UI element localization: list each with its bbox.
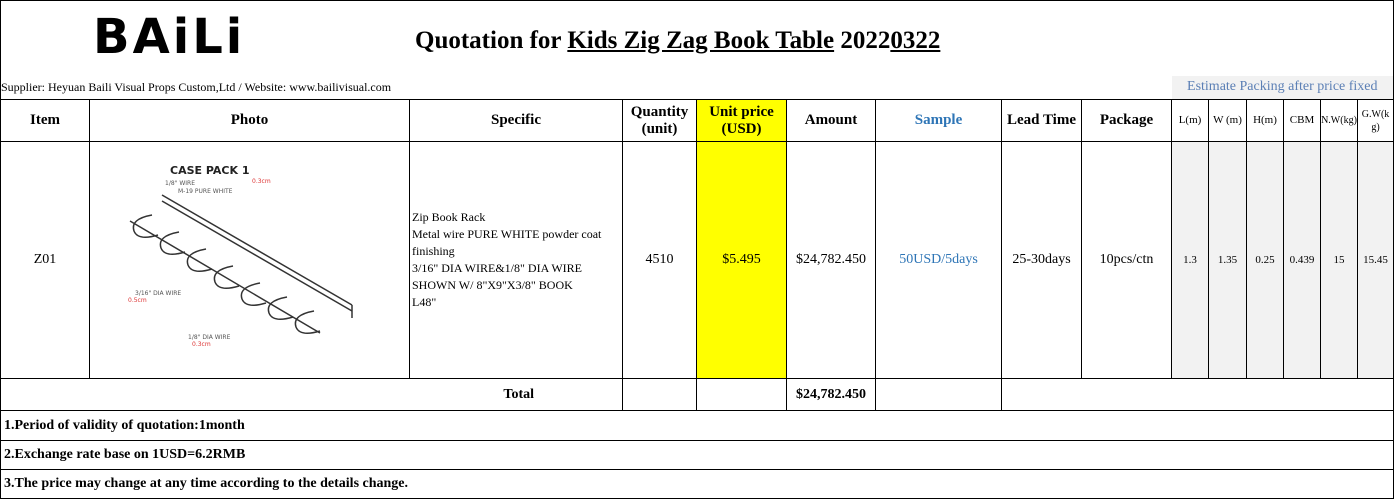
quantity: 4510 [622,141,697,379]
cbm: 0.439 [1283,141,1321,379]
unit-price: $5.495 [696,141,787,379]
photo-label: 0.3cm [252,178,271,185]
total-label: Total [0,378,623,411]
supplier: Supplier: Heyuan Baili Visual Props Cust… [0,75,1172,100]
note: 3.The price may change at any time accor… [0,469,1395,499]
lead-time: 25-30days [1001,141,1082,379]
col-header: CBM [1283,99,1321,142]
photo-label: M-19 PURE WHITE [178,188,233,195]
total-row: Total $24,782.450 [0,378,1395,411]
amount: $24,782.450 [786,141,876,379]
col-header: Package [1081,99,1172,142]
note-row: 2.Exchange rate base on 1USD=6.2RMB [0,440,1395,470]
photo-label: 3/16" DIA WIRE [135,290,181,297]
title-product: Kids Zig Zag Book Table [567,27,835,54]
spec-line: L48" [412,295,437,309]
empty-cell [622,378,697,411]
col-header: L(m) [1171,99,1209,142]
spec-line: Zip Book Rack [412,210,486,224]
title-date: 0322 [890,27,941,54]
spec-line: 3/16" DIA WIRE&1/8" DIA WIRE SHOWN W/ 8"… [412,261,583,292]
empty-cell [696,378,787,411]
col-header: Specific [409,99,623,142]
title: Quotation for Kids Zig Zag Book Table 20… [415,27,940,55]
product-photo: CASE PACK 1 1/8" WIRE 0.3cm M-19 PURE WH… [128,164,353,348]
note: 2.Exchange rate base on 1USD=6.2RMB [0,440,1395,470]
height: 0.25 [1246,141,1284,379]
supplier-row: Supplier: Heyuan Baili Visual Props Cust… [0,75,1395,100]
data-row: Z01 CASE PACK 1 1/8" WIRE 0.3cm M-19 PUR… [0,141,1395,379]
note-row: 1.Period of validity of quotation:1month [0,410,1395,441]
col-header: Item [0,99,90,142]
note-row: 3.The price may change at any time accor… [0,469,1395,499]
photo-label: 0.3cm [192,341,211,348]
photo-label: 0.5cm [128,297,147,304]
spec-line: Metal wire PURE WHITE powder coat finish… [412,227,602,258]
col-header: Amount [786,99,876,142]
col-header: Lead Time [1001,99,1082,142]
photo-label: 1/8" WIRE [165,180,195,187]
header-row: Item Photo Specific Quantity (unit) Unit… [0,99,1395,142]
col-header: G.W(kg) [1356,99,1395,142]
photo-label: CASE PACK 1 [170,164,250,177]
sample: 50USD/5days [875,141,1002,379]
package: 10pcs/ctn [1081,141,1172,379]
title-date: 2022 [834,27,891,54]
title-row: BAiLi Quotation for Kids Zig Zag Book Ta… [0,0,1395,76]
col-header: H(m) [1246,99,1284,142]
total-amount: $24,782.450 [786,378,876,411]
net-weight: 15 [1320,141,1358,379]
empty-cell [1000,378,1395,411]
col-header: Unit price (USD) [696,99,787,142]
logo: BAiLi [93,9,246,65]
item: Z01 [0,141,90,379]
specific: Zip Book Rack Metal wire PURE WHITE powd… [409,141,623,379]
packing-note: Estimate Packing after price fixed [1171,75,1395,100]
col-header: Quantity (unit) [622,99,697,142]
col-header: W (m) [1208,99,1247,142]
note: 1.Period of validity of quotation:1month [0,410,1395,441]
width: 1.35 [1208,141,1247,379]
gross-weight: 15.45 [1356,141,1395,379]
title-cell: BAiLi Quotation for Kids Zig Zag Book Ta… [0,0,1395,76]
photo-label: 1/8" DIA WIRE [188,334,231,341]
length: 1.3 [1171,141,1209,379]
col-header: N.W(kg) [1320,99,1358,142]
photo: CASE PACK 1 1/8" WIRE 0.3cm M-19 PURE WH… [89,141,410,379]
empty-cell [875,378,1002,411]
title-prefix: Quotation for [415,27,568,54]
col-header: Sample [875,99,1002,142]
col-header: Photo [89,99,410,142]
